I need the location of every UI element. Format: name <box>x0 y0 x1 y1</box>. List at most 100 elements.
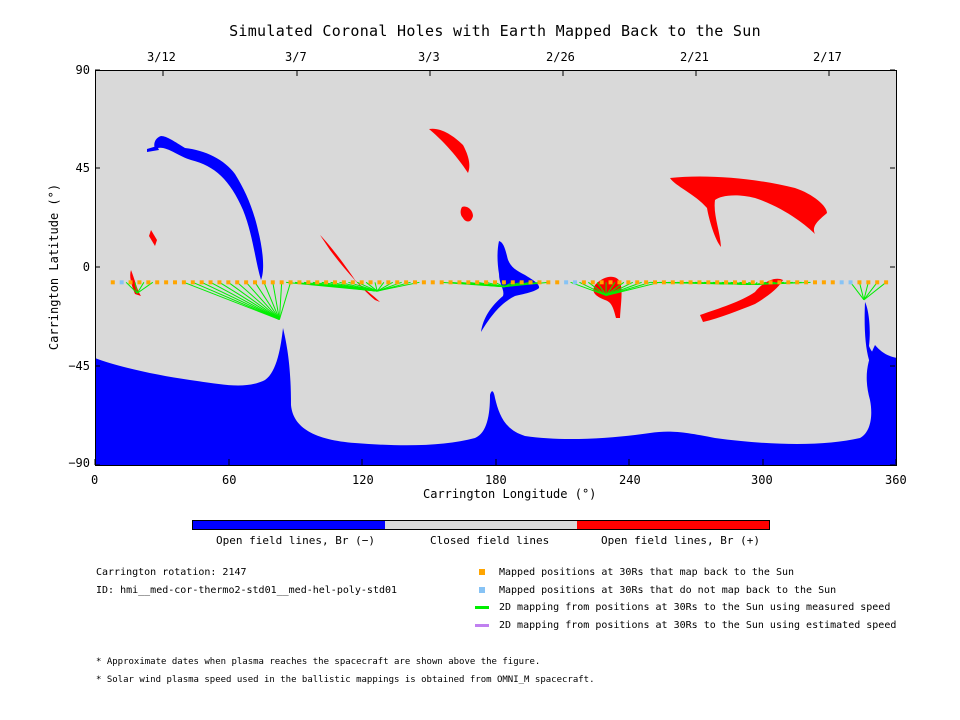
low-lat-hole-c <box>700 278 783 322</box>
mapped-point <box>306 280 311 285</box>
mapped-point <box>315 280 320 285</box>
mapping-line <box>605 281 660 296</box>
footnote: * Approximate dates when plasma reaches … <box>96 657 541 667</box>
mapped-point <box>528 280 533 285</box>
mapping-line <box>485 281 505 288</box>
mapping-line <box>134 282 138 294</box>
estimated-line-icon <box>475 624 489 627</box>
not-mapped-point <box>839 280 844 285</box>
mapped-point <box>199 280 204 285</box>
mapped-point <box>146 280 151 285</box>
measured-line-icon <box>475 606 489 609</box>
mapped-point <box>644 280 649 285</box>
mapping-line <box>596 282 607 296</box>
legend-estimated: 2D mapping from positions at 30Rs to the… <box>499 620 897 631</box>
mapped-point <box>164 280 169 285</box>
mapped-point <box>297 280 302 285</box>
mapped-point <box>333 280 337 285</box>
coronal-hole-map <box>95 70 897 466</box>
mapped-point <box>741 280 746 285</box>
legend-measured: 2D mapping from positions at 30Rs to the… <box>499 602 891 613</box>
mapping-line <box>254 282 280 320</box>
mapped-point <box>226 280 231 285</box>
colorbar-label: Closed field lines <box>430 534 550 547</box>
mapped-point <box>679 280 684 285</box>
mapping-line <box>605 281 625 296</box>
mapped-point <box>439 280 444 285</box>
mapped-point <box>413 280 417 285</box>
date-tick: 2/17 <box>813 50 842 64</box>
mapping-line <box>278 282 283 320</box>
mapped-point <box>884 280 889 285</box>
x-tick: 60 <box>222 473 237 487</box>
mapping-line <box>263 282 280 320</box>
mapping-line <box>228 281 280 320</box>
legend-not-mapped: Mapped positions at 30Rs that do not map… <box>499 585 837 596</box>
date-tick: 3/3 <box>418 50 440 64</box>
mapped-point <box>324 280 329 285</box>
mapped-point <box>546 280 551 285</box>
date-tick: 3/7 <box>285 50 307 64</box>
x-axis-label: Carrington Longitude (°) <box>423 487 597 501</box>
mapping-line <box>588 281 607 296</box>
mapped-point <box>706 280 711 285</box>
mapped-point <box>608 280 613 285</box>
mapping-line <box>219 281 280 320</box>
mapped-point <box>768 280 773 285</box>
mapping-line <box>754 281 811 286</box>
mapped-point <box>208 280 213 285</box>
mapped-point <box>555 280 560 285</box>
mapped-point <box>786 280 791 285</box>
date-tick: 2/21 <box>680 50 709 64</box>
mapped-point <box>750 280 755 285</box>
colorbar-open-positive <box>577 521 769 529</box>
mapped-point <box>653 280 657 285</box>
north-hole-right <box>670 176 827 247</box>
low-lat-hole-a <box>320 235 380 302</box>
north-hole-left <box>154 136 264 280</box>
not-mapped-marker-icon <box>479 587 485 593</box>
mapping-line <box>863 282 878 301</box>
x-tick: 360 <box>885 473 907 487</box>
mapped-point <box>821 280 826 285</box>
mapping-line <box>850 282 865 301</box>
legend-mapped: Mapped positions at 30Rs that map back t… <box>499 567 795 578</box>
mapped-point <box>581 280 586 285</box>
mapped-point <box>430 280 435 285</box>
mapped-point <box>501 280 506 285</box>
mapped-point <box>155 280 160 285</box>
model-id: ID: hmi__med-cor-thermo2-std01__med-hel-… <box>96 585 398 596</box>
mapped-point <box>626 280 631 285</box>
mapping-line <box>858 282 865 300</box>
mapped-point <box>635 280 640 285</box>
mapped-point <box>670 280 675 285</box>
mapped-point <box>404 280 409 285</box>
mapped-point <box>484 280 489 285</box>
mapped-point <box>733 280 737 285</box>
tiny-hole-left <box>149 230 157 246</box>
mapped-point <box>217 280 222 285</box>
x-tick: 0 <box>91 473 99 487</box>
mapped-positions <box>110 280 889 285</box>
mapped-point <box>599 280 604 285</box>
mapped-point <box>128 280 133 285</box>
small-hole-left <box>130 270 141 296</box>
y-tick: −45 <box>68 359 90 373</box>
x-tick: 120 <box>352 473 374 487</box>
mapping-line <box>201 281 280 320</box>
y-tick: −90 <box>68 456 90 470</box>
mapped-point <box>190 280 195 285</box>
mapped-point <box>110 280 115 285</box>
mapped-point <box>288 280 293 285</box>
mapping-line <box>183 281 280 320</box>
mapped-point <box>137 280 142 285</box>
mapped-point <box>475 280 480 285</box>
plot-frame <box>95 70 897 466</box>
mapped-point <box>173 280 177 285</box>
mapped-point <box>590 280 595 285</box>
not-mapped-point <box>848 280 853 285</box>
mapping-line <box>136 282 145 294</box>
carrington-rotation: Carrington rotation: 2147 <box>96 567 247 578</box>
mapped-point <box>697 280 702 285</box>
mapping-line <box>570 281 607 296</box>
